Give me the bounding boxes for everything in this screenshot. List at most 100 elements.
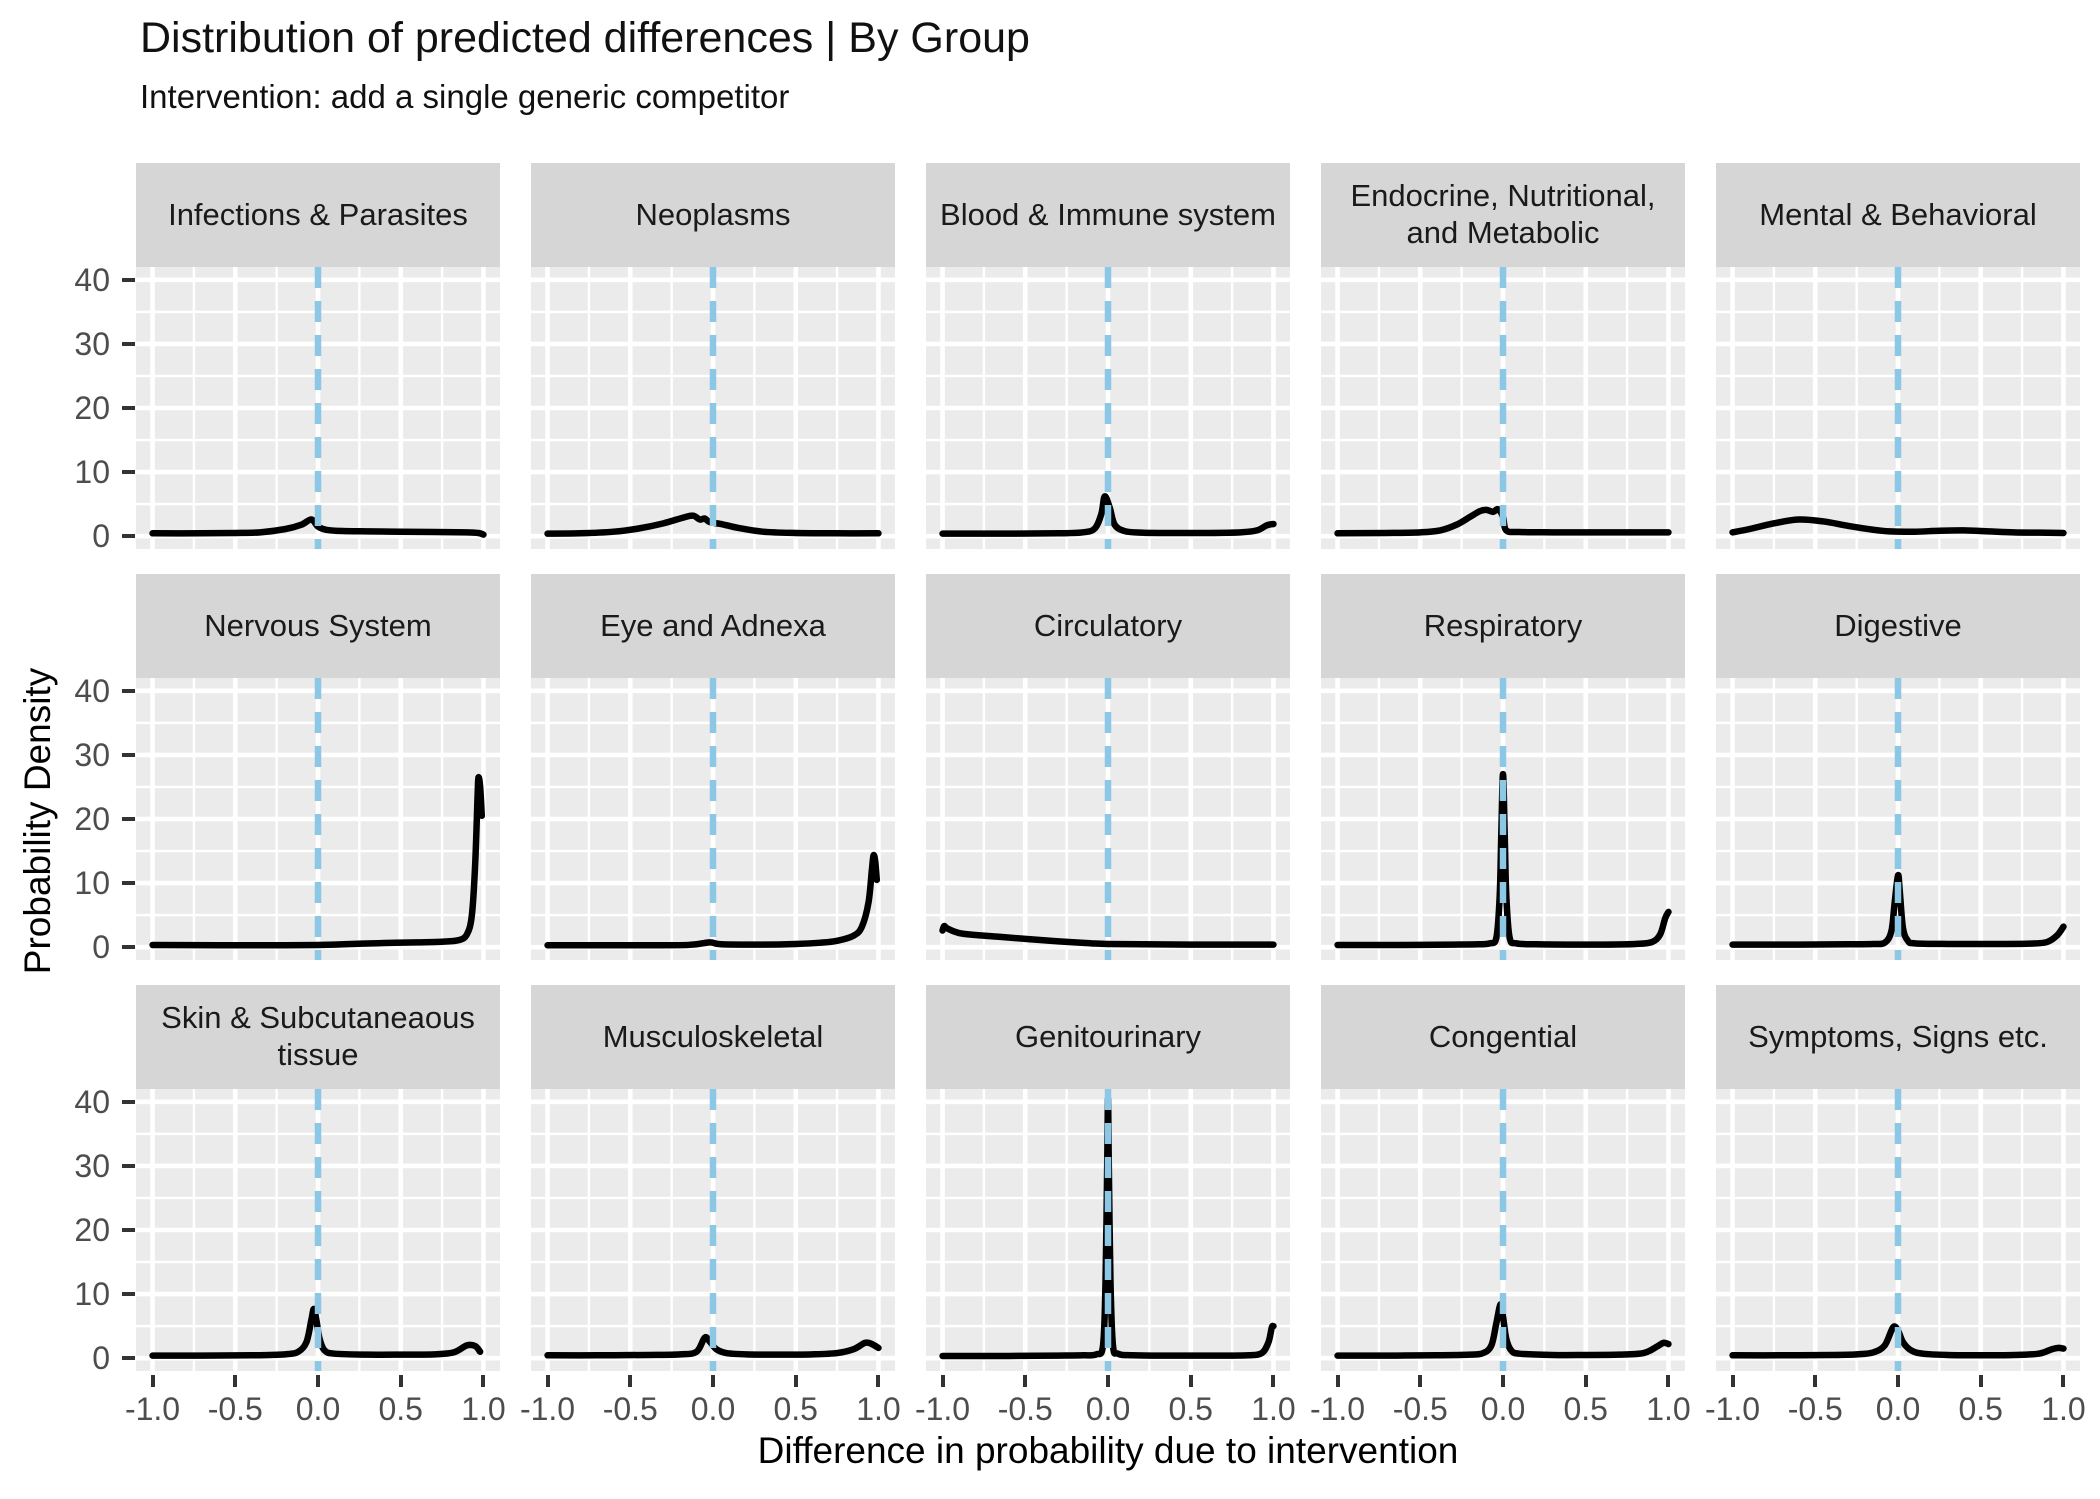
page-title: Distribution of predicted differences | … [140, 14, 1030, 62]
y-tick-label: 0 [92, 1340, 110, 1377]
x-tick-mark [398, 1375, 403, 1387]
y-tick-mark [122, 1356, 135, 1361]
facet-strip: Circulatory [926, 574, 1290, 678]
facet-strip: Infections & Parasites [136, 163, 500, 267]
facet-strip: Endocrine, Nutritional, and Metabolic [1321, 163, 1685, 267]
x-tick-label: 1.0 [461, 1391, 506, 1427]
facet-panel [531, 678, 895, 960]
facet-panel [531, 267, 895, 549]
y-tick-mark [122, 1292, 135, 1297]
facet-strip: Nervous System [136, 574, 500, 678]
facet-strip-label: Eye and Adnexa [600, 607, 826, 643]
facet-strip: Mental & Behavioral [1716, 163, 2080, 267]
x-tick-mark [711, 1375, 715, 1387]
x-tick-label: -1.0 [1704, 1391, 1761, 1427]
x-tick-label: -1.0 [124, 1391, 181, 1427]
y-tick-label: 40 [74, 1083, 110, 1120]
y-tick-label: 0 [92, 929, 110, 966]
x-tick-label: -1.0 [914, 1391, 971, 1427]
x-tick-label: -0.5 [1787, 1391, 1843, 1427]
y-tick-label: 30 [74, 736, 110, 773]
y-tick-mark [122, 752, 135, 757]
density-curve [149, 516, 487, 538]
facet-panel [136, 678, 500, 960]
x-tick-label: 1.0 [2041, 1391, 2086, 1427]
page-subtitle: Intervention: add a single generic compe… [140, 78, 790, 115]
y-tick-mark [122, 341, 135, 346]
density-curve [149, 773, 486, 949]
x-tick-label: 0.5 [1958, 1391, 2003, 1427]
facet-strip-label: Mental & Behavioral [1759, 196, 2037, 232]
x-tick-label: -1.0 [519, 1391, 576, 1427]
x-tick-mark [1271, 1375, 1276, 1387]
density-curve [1729, 516, 2067, 537]
facet-panel [531, 1089, 895, 1371]
y-tick-label: 10 [74, 1276, 110, 1313]
y-tick-label: 10 [74, 865, 110, 902]
x-tick-mark [1188, 1375, 1193, 1387]
facet-strip-label: Circulatory [1033, 607, 1183, 643]
facet-strip: Blood & Immune system [926, 163, 1290, 267]
y-tick-mark [122, 1163, 135, 1168]
x-tick-label: 0.5 [378, 1391, 423, 1427]
x-tick-mark [1896, 1375, 1900, 1387]
y-tick-label: 20 [74, 390, 110, 426]
y-tick-label: 40 [74, 672, 110, 709]
x-tick-label: -0.5 [997, 1391, 1053, 1427]
x-tick-label: 1.0 [1251, 1391, 1296, 1427]
facet-panel [136, 1089, 500, 1371]
x-tick-mark [2061, 1375, 2066, 1387]
x-tick-mark [1335, 1375, 1340, 1387]
x-tick-mark [150, 1375, 155, 1387]
x-tick-mark [316, 1375, 320, 1387]
y-tick-label: 10 [74, 454, 110, 491]
facet-strip-label: Respiratory [1423, 607, 1583, 643]
x-tick-label: 1.0 [1646, 1391, 1691, 1427]
facet-strip-label: Congential [1428, 1018, 1578, 1054]
y-tick-mark [122, 1099, 135, 1104]
facet-panel [926, 267, 1290, 549]
y-tick-mark [122, 945, 135, 950]
facet-strip: Skin & Subcutaneaous tissue [136, 985, 500, 1089]
y-tick-label: 30 [74, 1147, 110, 1184]
x-tick-mark [1023, 1375, 1028, 1387]
facet-strip: Congential [1321, 985, 1685, 1089]
facet-strip-label: Endocrine, Nutritional, and Metabolic [1350, 178, 1656, 250]
x-tick-label: 1.0 [856, 1391, 901, 1427]
density-curve [544, 1334, 882, 1359]
x-tick-mark [1501, 1375, 1505, 1387]
x-tick-label: -0.5 [1392, 1391, 1448, 1427]
x-tick-mark [1730, 1375, 1735, 1387]
x-tick-label: 0.0 [295, 1391, 341, 1427]
density-curve [1334, 1301, 1672, 1359]
x-tick-label: 0.0 [1085, 1391, 1131, 1427]
facet-strip: Respiratory [1321, 574, 1685, 678]
y-tick-mark [122, 817, 135, 821]
density-curve [939, 1095, 1277, 1360]
facet-strip-label: Neoplasms [635, 196, 791, 232]
facet-strip: Eye and Adnexa [531, 574, 895, 678]
x-tick-label: -0.5 [602, 1391, 658, 1427]
x-tick-label: 0.0 [690, 1391, 736, 1427]
facet-strip-label: Genitourinary [1014, 1018, 1202, 1054]
y-tick-label: 20 [74, 801, 110, 837]
facet-panel [1321, 1089, 1685, 1371]
density-curve [544, 512, 882, 537]
y-tick-mark [122, 688, 135, 693]
facet-panel [1716, 267, 2080, 549]
x-axis-title: Difference in probability due to interve… [757, 1430, 1459, 1471]
facet-strip: Musculoskeletal [531, 985, 895, 1089]
facet-panel [136, 267, 500, 549]
facet-strip: Genitourinary [926, 985, 1290, 1089]
x-tick-label: 0.5 [1168, 1391, 1213, 1427]
facet-strip-label: Infections & Parasites [168, 196, 468, 232]
x-tick-mark [1583, 1375, 1588, 1387]
x-tick-mark [1666, 1375, 1671, 1387]
y-tick-mark [122, 534, 135, 539]
y-tick-mark [122, 406, 135, 410]
facet-panel [1716, 1089, 2080, 1371]
x-tick-label: 0.5 [773, 1391, 818, 1427]
y-tick-label: 20 [74, 1212, 110, 1248]
y-tick-mark [122, 881, 135, 886]
